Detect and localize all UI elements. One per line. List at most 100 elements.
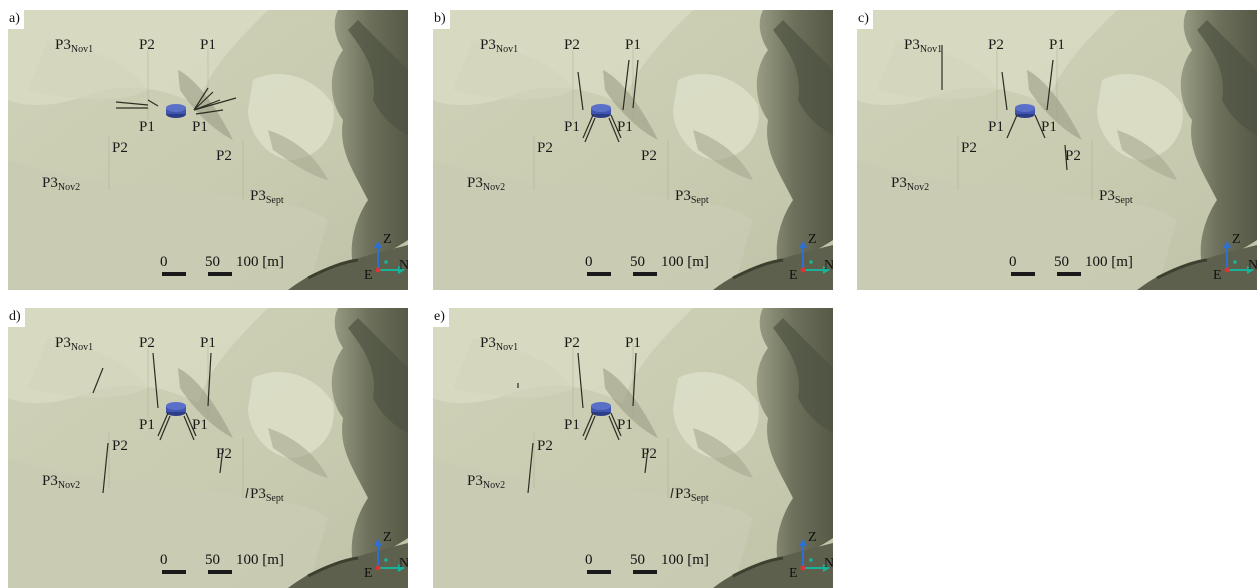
label-p2-top: P2 xyxy=(139,335,155,351)
axis-n-label: N xyxy=(824,258,833,273)
label-p2-right: P2 xyxy=(1065,148,1081,164)
terrain-render xyxy=(433,10,833,290)
scale-tick-100: 100 [m] xyxy=(661,254,709,270)
label-p3-nov1: P3Nov1 xyxy=(480,37,519,55)
scale-tick-50: 50 xyxy=(630,552,645,568)
source-cylinder xyxy=(166,104,186,118)
label-p1-right: P1 xyxy=(617,119,633,135)
flow-stream xyxy=(1046,59,1054,111)
flow-stream xyxy=(632,352,637,407)
panel-letter: e) xyxy=(433,308,449,327)
flow-stream xyxy=(152,352,159,409)
label-p2-left: P2 xyxy=(537,438,553,454)
scale-segment-1 xyxy=(162,570,186,574)
axis-arrows xyxy=(374,241,405,274)
label-p1-top: P1 xyxy=(625,335,641,351)
flow-stream xyxy=(582,114,594,139)
label-p3-nov1: P3Nov1 xyxy=(904,37,943,55)
source-cylinder xyxy=(591,104,611,118)
axis-z-label: Z xyxy=(808,232,817,247)
flow-stream xyxy=(183,415,195,441)
axis-e-label: E xyxy=(789,268,798,283)
scale-tick-0: 0 xyxy=(1009,254,1017,270)
label-p2-left: P2 xyxy=(961,140,977,156)
label-p2-right: P2 xyxy=(641,148,657,164)
label-p3-sept: P3Sept xyxy=(1099,188,1133,206)
label-p1-left: P1 xyxy=(139,119,155,135)
flow-stream xyxy=(1064,144,1068,171)
flow-stream xyxy=(608,415,620,441)
axis-e-label: E xyxy=(364,566,373,581)
axis-n-label: N xyxy=(399,258,408,273)
flow-stream xyxy=(245,487,249,499)
flow-stream xyxy=(193,97,237,111)
panel-c: c) P3Nov1 P2 P1 P1 P1 P2 P2 P3Nov2 P3Sep… xyxy=(857,10,1257,290)
scale-tick-50: 50 xyxy=(205,552,220,568)
flow-stream xyxy=(582,412,594,437)
scale-tick-100: 100 [m] xyxy=(1085,254,1133,270)
label-p1-top: P1 xyxy=(1049,37,1065,53)
scale-tick-100: 100 [m] xyxy=(236,552,284,568)
flow-stream xyxy=(1001,71,1008,111)
scale-tick-100: 100 [m] xyxy=(236,254,284,270)
flow-stream xyxy=(1006,114,1018,139)
axis-arrows xyxy=(799,241,830,274)
label-p1-right: P1 xyxy=(617,417,633,433)
label-p3-nov2: P3Nov2 xyxy=(42,175,81,193)
axis-z-label: Z xyxy=(383,530,392,545)
flow-stream xyxy=(670,487,674,499)
axis-arrows xyxy=(1223,241,1254,274)
label-p2-left: P2 xyxy=(112,140,128,156)
scale-tick-0: 0 xyxy=(585,254,593,270)
flow-stream xyxy=(157,412,169,437)
terrain-render xyxy=(8,308,408,588)
flow-stream xyxy=(193,91,214,111)
scale-tick-0: 0 xyxy=(160,552,168,568)
label-p2-top: P2 xyxy=(564,335,580,351)
flow-stream xyxy=(584,415,596,441)
terrain-render xyxy=(433,308,833,588)
flow-stream xyxy=(632,59,639,109)
scale-segment-2 xyxy=(208,272,232,276)
axis-e-label: E xyxy=(364,268,373,283)
flow-stream xyxy=(577,71,584,111)
label-p1-top: P1 xyxy=(200,335,216,351)
scale-tick-0: 0 xyxy=(160,254,168,270)
scale-tick-100: 100 [m] xyxy=(661,552,709,568)
label-p2-top: P2 xyxy=(564,37,580,53)
panel-letter: d) xyxy=(8,308,25,327)
label-p2-right: P2 xyxy=(216,148,232,164)
panel-a: a) P3Nov1 P2 P1 P1 P1 P2 P2 P3Nov2 P3Sep… xyxy=(8,10,408,290)
panel-letter: a) xyxy=(8,10,24,29)
scale-segment-1 xyxy=(587,272,611,276)
scale-segment-2 xyxy=(208,570,232,574)
scale-tick-0: 0 xyxy=(585,552,593,568)
label-p1-top: P1 xyxy=(200,37,216,53)
label-p3-nov2: P3Nov2 xyxy=(42,473,81,491)
label-p3-nov1: P3Nov1 xyxy=(55,37,94,55)
flow-stream xyxy=(219,447,224,474)
flow-stream xyxy=(622,59,630,111)
panel-d: d) P3Nov1 P2 P1 P1 P1 P2 P2 P3Nov2 P3Sep… xyxy=(8,308,408,588)
label-p1-right: P1 xyxy=(1041,119,1057,135)
flow-stream xyxy=(159,415,171,441)
label-p3-sept: P3Sept xyxy=(675,188,709,206)
scale-segment-2 xyxy=(633,570,657,574)
panel-letter: b) xyxy=(433,10,450,29)
axis-n-label: N xyxy=(1248,258,1257,273)
flow-stream xyxy=(644,447,649,474)
label-p2-right: P2 xyxy=(216,446,232,462)
panel-e: e) P3Nov1 P2 P1 P1 P1 P2 P2 P3Nov2 P3Sep… xyxy=(433,308,833,588)
axis-z-label: Z xyxy=(808,530,817,545)
scale-tick-50: 50 xyxy=(630,254,645,270)
flow-stream xyxy=(115,101,149,106)
axis-arrows xyxy=(374,539,405,572)
label-p3-nov2: P3Nov2 xyxy=(467,175,506,193)
label-p1-left: P1 xyxy=(988,119,1004,135)
axis-z-label: Z xyxy=(1232,232,1241,247)
label-p1-left: P1 xyxy=(564,417,580,433)
label-p3-nov1: P3Nov1 xyxy=(55,335,94,353)
label-p2-top: P2 xyxy=(139,37,155,53)
flow-stream xyxy=(193,87,209,111)
scale-segment-1 xyxy=(587,570,611,574)
